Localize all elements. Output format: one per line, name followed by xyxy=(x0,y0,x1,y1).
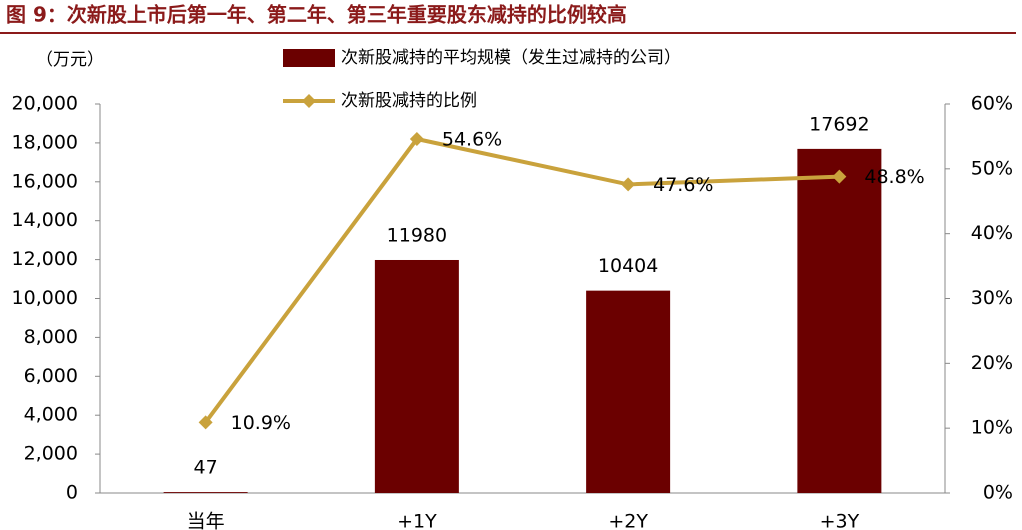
line-marker xyxy=(409,132,424,147)
y2-tick-label: 0% xyxy=(983,482,1013,504)
y-tick-label: 12,000 xyxy=(12,248,78,270)
bar-value-label: 47 xyxy=(194,457,218,479)
y2-tick-label: 40% xyxy=(971,222,1013,244)
line-value-label: 48.8% xyxy=(864,166,924,188)
y-tick-label: 8,000 xyxy=(24,326,78,348)
line-value-label: 54.6% xyxy=(442,129,502,151)
line-marker xyxy=(832,169,847,184)
y2-tick-label: 50% xyxy=(971,157,1013,179)
y-tick-label: 2,000 xyxy=(24,443,78,465)
line-marker xyxy=(198,415,213,430)
bar xyxy=(374,259,459,493)
bar-value-label: 10404 xyxy=(598,255,658,277)
line-value-label: 10.9% xyxy=(231,412,291,434)
y2-tick-label: 10% xyxy=(971,417,1013,439)
x-tick-label: 当年 xyxy=(187,511,225,530)
bar-value-label: 17692 xyxy=(809,113,869,135)
x-tick-label: +1Y xyxy=(397,511,437,530)
line-value-label: 47.6% xyxy=(653,174,713,196)
y2-tick-label: 30% xyxy=(971,287,1013,309)
chart-title: 图 9：次新股上市后第一年、第二年、第三年重要股东减持的比例较高 xyxy=(6,3,627,27)
line-marker xyxy=(621,177,636,192)
y-tick-label: 14,000 xyxy=(12,209,78,231)
y2-tick-label: 60% xyxy=(971,93,1013,115)
x-tick-label: +3Y xyxy=(820,511,860,530)
bar xyxy=(163,492,248,493)
y2-tick-label: 20% xyxy=(971,352,1013,374)
legend-swatch xyxy=(283,49,335,67)
bar xyxy=(586,290,671,493)
bar-value-label: 11980 xyxy=(387,224,447,246)
legend-label: 次新股减持的比例 xyxy=(341,91,477,111)
y-tick-label: 0 xyxy=(66,482,78,504)
legend-marker xyxy=(302,94,316,108)
y-tick-label: 18,000 xyxy=(12,131,78,153)
x-tick-label: +2Y xyxy=(608,511,648,530)
line-series xyxy=(204,136,840,424)
y-tick-label: 20,000 xyxy=(12,93,78,115)
y-tick-label: 10,000 xyxy=(12,287,78,309)
y-tick-label: 6,000 xyxy=(24,365,78,387)
y-axis-label: （万元） xyxy=(36,50,104,70)
legend-label: 次新股减持的平均规模（发生过减持的公司） xyxy=(341,48,681,68)
y-tick-label: 16,000 xyxy=(12,170,78,192)
bar xyxy=(797,148,882,493)
y-tick-label: 4,000 xyxy=(24,404,78,426)
